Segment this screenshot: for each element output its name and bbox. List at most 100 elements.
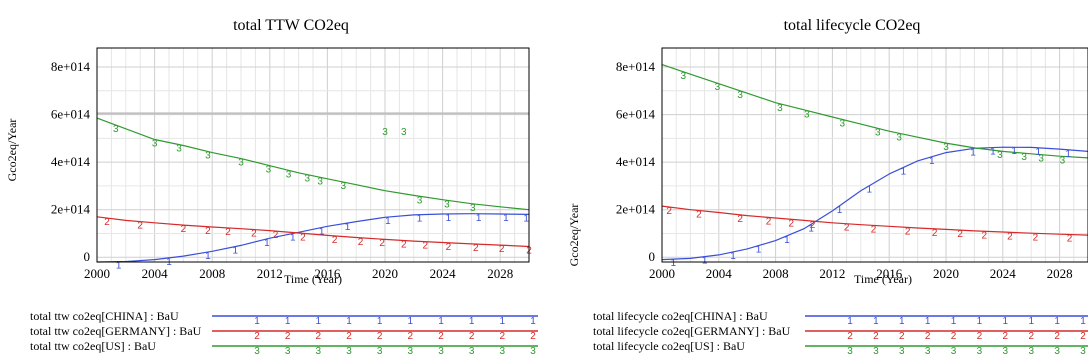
legend-marker: 1	[1028, 316, 1034, 327]
legend-marker: 3	[408, 346, 414, 357]
legend-marker: 1	[438, 316, 444, 327]
series-marker-1: 1	[671, 258, 677, 269]
legend-marker: 2	[951, 331, 957, 342]
legend-marker: 2	[1080, 331, 1086, 342]
legend-label: total ttw co2eq[GERMANY] : BaU	[30, 324, 202, 338]
series-marker-2: 2	[499, 244, 505, 255]
series-marker-3: 3	[715, 82, 721, 93]
y-axis-label: Gco2eq/Year	[567, 204, 581, 267]
y-tick-label: 6e+014	[616, 107, 656, 122]
legend-marker: 3	[847, 346, 853, 357]
x-tick-label: 2016	[314, 266, 341, 281]
x-axis-label: Time (Year)	[284, 272, 342, 286]
series-marker-3: 3	[205, 151, 211, 162]
x-tick-label: 2024	[990, 266, 1017, 281]
legend-label: total lifecycle co2eq[GERMANY] : BaU	[593, 324, 791, 338]
series-marker-3: 3	[340, 181, 346, 192]
series-marker-1: 1	[756, 245, 762, 256]
legend-label: total lifecycle co2eq[CHINA] : BaU	[593, 309, 768, 323]
series-marker-3: 3	[943, 142, 949, 153]
legend-marker: 1	[925, 316, 931, 327]
series-marker-3: 3	[681, 71, 687, 82]
series-marker-2: 2	[957, 229, 963, 240]
series-marker-1: 1	[385, 216, 391, 227]
legend-marker: 2	[408, 331, 414, 342]
series-marker-2: 2	[332, 235, 338, 246]
series-marker-1: 1	[417, 214, 423, 225]
series-marker-1: 1	[784, 235, 790, 246]
chart-title: total lifecycle CO2eq	[784, 17, 921, 34]
series-marker-2: 2	[871, 224, 877, 235]
x-tick-label: 2012	[819, 266, 845, 281]
y-axis-label: Gco2eq/Year	[5, 119, 19, 182]
legend-marker: 3	[1080, 346, 1086, 357]
legend-marker: 3	[951, 346, 957, 357]
legend-marker: 1	[316, 316, 322, 327]
series-lines	[96, 117, 530, 263]
legend-marker: 2	[346, 331, 352, 342]
series-marker-1: 1	[990, 147, 996, 158]
series-marker-3: 3	[875, 127, 881, 138]
series-marker-2: 2	[766, 216, 772, 227]
legend-marker: 1	[899, 316, 905, 327]
chart-title: total TTW CO2eq	[233, 17, 349, 34]
series-marker-2: 2	[666, 206, 672, 217]
series-marker-1: 1	[345, 222, 351, 233]
series-marker-1: 1	[446, 213, 452, 224]
series-marker-1: 1	[523, 213, 529, 224]
series-marker-2: 2	[358, 237, 364, 248]
legend: total ttw co2eq[CHINA] : BaU 1 1 1 1 1 1 1 1 1 1 to…	[30, 309, 538, 357]
x-tick-label: 2008	[763, 266, 789, 281]
series-marker-3: 3	[238, 158, 244, 169]
legend-marker: 2	[316, 331, 322, 342]
series-marker-3: 3	[152, 139, 158, 150]
x-tick-label: 2008	[199, 266, 225, 281]
series-lines	[661, 64, 1088, 261]
x-tick-label: 2000	[84, 266, 110, 281]
series-marker-2: 2	[737, 214, 743, 225]
series-marker-2: 2	[401, 239, 407, 250]
series-marker-3: 3	[1038, 154, 1044, 165]
y-tick-label: 0	[84, 249, 91, 264]
y-tick-label: 2e+014	[51, 202, 91, 217]
x-tick-label: 2028	[1047, 266, 1073, 281]
legend-marker: 2	[377, 331, 383, 342]
x-tick-label: 2012	[257, 266, 283, 281]
series-marker-3: 3	[1060, 155, 1066, 166]
series-marker-2: 2	[473, 243, 479, 254]
x-tick-labels: 2000 2004 2008 2012 2016 2020 2024 2028	[84, 266, 513, 281]
legend-marker: 3	[469, 346, 475, 357]
legend-marker: 1	[951, 316, 957, 327]
legend-marker: 1	[1003, 316, 1009, 327]
series-marker-3: 3	[286, 169, 292, 180]
y-tick-label: 4e+014	[616, 154, 656, 169]
y-tick-label: 0	[649, 249, 656, 264]
series-marker-1: 1	[319, 227, 325, 238]
y-tick-labels: 0 2e+014 4e+014 6e+014 8e+014	[616, 59, 656, 264]
series-marker-1: 1	[1011, 146, 1017, 157]
series-marker-3: 3	[176, 144, 182, 155]
series-marker-3: 3	[997, 150, 1003, 161]
legend-marker: 1	[1054, 316, 1060, 327]
legend-marker: 1	[346, 316, 352, 327]
series-line-1	[96, 213, 530, 263]
legend-marker: 3	[977, 346, 983, 357]
series-marker-1: 1	[867, 185, 873, 196]
legend-marker: 2	[1028, 331, 1034, 342]
series-marker-2: 2	[1007, 231, 1013, 242]
series-marker-3: 3	[382, 127, 388, 138]
series-marker-2: 2	[932, 228, 938, 239]
legend-marker: 2	[873, 331, 879, 342]
x-tick-label: 2016	[876, 266, 903, 281]
series-marker-2: 2	[1067, 234, 1073, 245]
series-marker-2: 2	[905, 226, 911, 237]
series-marker-2: 2	[844, 223, 850, 234]
gridlines	[96, 48, 530, 262]
legend-marker: 2	[530, 331, 536, 342]
legend-marker: 3	[873, 346, 879, 357]
x-tick-label: 2000	[649, 266, 675, 281]
gridlines	[661, 48, 1088, 262]
series-marker-2: 2	[1033, 232, 1039, 243]
series-marker-1: 1	[1065, 149, 1071, 160]
legend: total lifecycle co2eq[CHINA] : BaU 1 1 1 1 1 1…	[593, 309, 1088, 357]
